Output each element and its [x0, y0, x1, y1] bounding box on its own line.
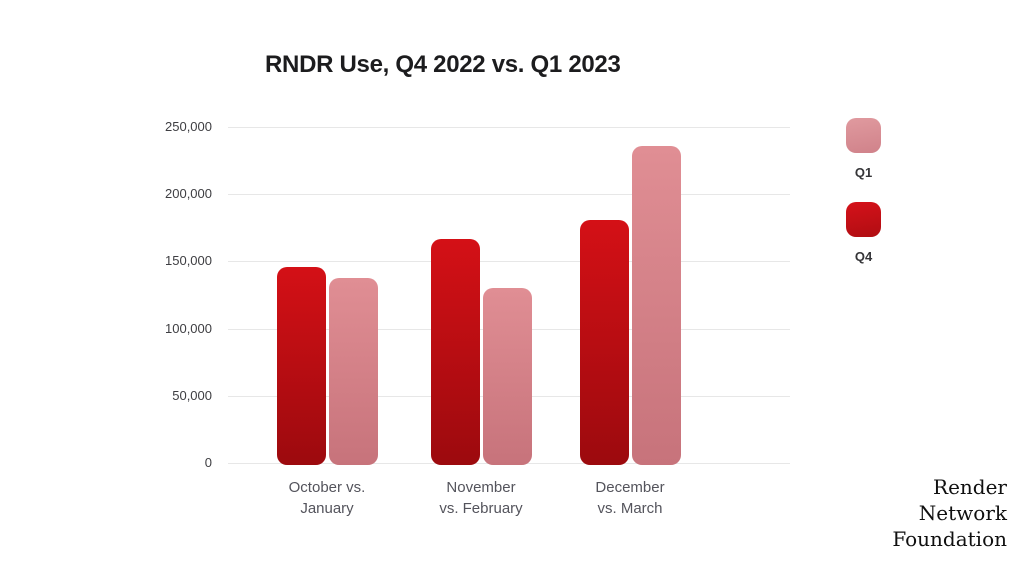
bar-q1-group-2 [483, 288, 532, 465]
x-axis-category-label: November vs. February [439, 479, 523, 517]
gridline [228, 194, 790, 196]
bar-q4-group-1 [277, 266, 326, 465]
brand-line-1: Render [933, 475, 1007, 499]
legend-label: Q1 [854, 165, 873, 180]
y-axis-tick-label: 50,000 [172, 387, 212, 403]
brand-text: Render Network Foundation [892, 474, 1007, 552]
x-axis-category-label: October vs. January [288, 479, 366, 517]
y-axis-tick-label: 100,000 [165, 320, 212, 336]
bar-q4-group-2 [431, 238, 480, 465]
bar-q4-group-3 [580, 219, 629, 465]
legend-swatch-q4 [846, 202, 881, 237]
y-axis-tick-label: 150,000 [165, 253, 212, 269]
bar-q1-group-1 [329, 277, 378, 465]
brand-line-2: Network [918, 501, 1007, 525]
x-axis-category-label: December vs. March [595, 479, 665, 517]
gridline [228, 127, 790, 128]
legend-swatch-q1 [846, 118, 881, 153]
chart-title: RNDR Use, Q4 2022 vs. Q1 2023 [265, 51, 621, 78]
brand-line-3: Foundation [892, 527, 1007, 551]
y-axis-tick-label: 200,000 [165, 186, 212, 202]
legend-label: Q4 [854, 249, 873, 264]
bar-q1-group-3 [632, 145, 681, 465]
y-axis-tick-label: 250,000 [165, 119, 212, 134]
y-axis-tick-label: 0 [204, 455, 212, 470]
legend: Q1 Q4 [846, 118, 881, 286]
legend-item-q1: Q1 [846, 118, 881, 180]
gridline [228, 261, 790, 263]
legend-item-q4: Q4 [846, 202, 881, 264]
